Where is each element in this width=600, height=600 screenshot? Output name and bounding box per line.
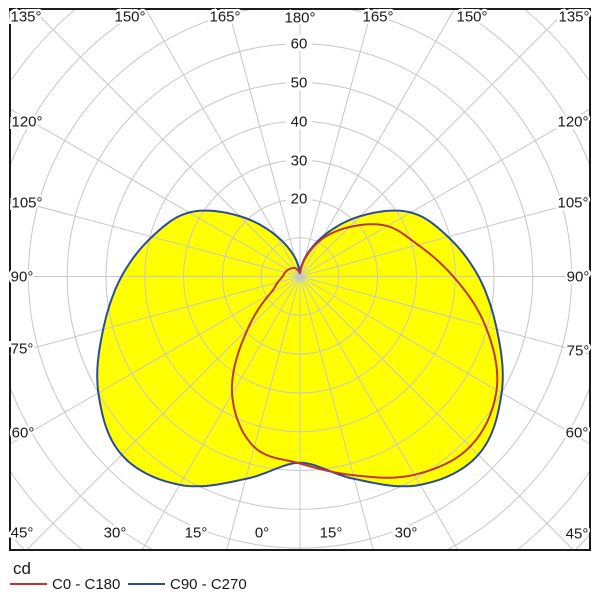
angle-label: 135° [558, 8, 589, 25]
angle-label: 150° [456, 8, 487, 25]
angle-label: 135° [10, 8, 41, 25]
radial-label-backing [286, 152, 312, 168]
angle-label: 75° [11, 340, 34, 357]
angle-label: 120° [557, 113, 588, 130]
grid-radial-line [299, 276, 574, 549]
grid-radial-line [142, 276, 301, 549]
grid-radial-line [299, 10, 455, 277]
angle-label: 120° [11, 113, 42, 130]
grid-radial-line [299, 276, 458, 549]
grid-radial-line [299, 276, 589, 444]
grid-radial-line [11, 198, 301, 277]
grid-radial-line [11, 109, 301, 277]
grid-radial-line [299, 10, 372, 277]
angle-label: 60° [12, 424, 35, 441]
grid-radial-line [228, 10, 301, 277]
angle-label: 180° [284, 9, 315, 26]
legend-label-c0-c180: C0 - C180 [52, 576, 121, 593]
radial-scale-label: 40 [291, 113, 308, 130]
grid-radial-line [11, 276, 301, 444]
plot-border [9, 8, 591, 551]
angle-label: 60° [566, 424, 589, 441]
angle-label: 15° [320, 524, 343, 541]
beam-fill-c0-c180 [231, 224, 498, 478]
legend-line-c90-c270 [128, 583, 165, 585]
legend-line-c0-c180 [10, 583, 47, 585]
angle-label: 30° [104, 524, 127, 541]
angle-label: 45° [566, 525, 589, 542]
angle-label: 165° [362, 8, 393, 25]
angle-label: 45° [11, 524, 34, 541]
radial-scale-label: 20 [291, 190, 308, 207]
angle-label: 165° [209, 8, 240, 25]
angle-labels: 135° 150° 165° 180° 165° 150° 135° 120° 105° 90° 7… [8, 6, 592, 545]
grid-radial-line [299, 109, 589, 277]
radial-label-backing [286, 74, 312, 90]
radial-scale-label: 30 [291, 152, 308, 169]
radial-label-backing [286, 35, 312, 51]
grid-radial-line [145, 10, 301, 277]
radial-scale-labels: 20 30 40 50 60 [286, 35, 312, 207]
curve-c0-c180 [230, 223, 499, 479]
angle-label: 0° [255, 524, 269, 541]
angle-label: 90° [11, 268, 34, 285]
angle-label: 75° [567, 342, 590, 359]
grid-radial-line [299, 198, 589, 277]
angle-label: 150° [114, 8, 145, 25]
angle-label: 30° [395, 524, 418, 541]
radial-label-backing [286, 113, 312, 129]
unit-label: cd [13, 559, 31, 578]
angle-label: 105° [557, 194, 588, 211]
radial-scale-label: 60 [291, 35, 308, 52]
grid-radial-line [26, 276, 301, 549]
radial-label-backing [286, 190, 312, 206]
grid-radial-line [299, 276, 589, 355]
grid-radial-line [32, 10, 301, 277]
angle-label: 90° [567, 268, 590, 285]
angle-label: 15° [185, 524, 208, 541]
grid-radial-line [11, 276, 301, 355]
angle-label: 105° [11, 194, 42, 211]
legend-label-c90-c270: C90 - C270 [170, 576, 247, 593]
radial-scale-label: 50 [291, 74, 308, 91]
